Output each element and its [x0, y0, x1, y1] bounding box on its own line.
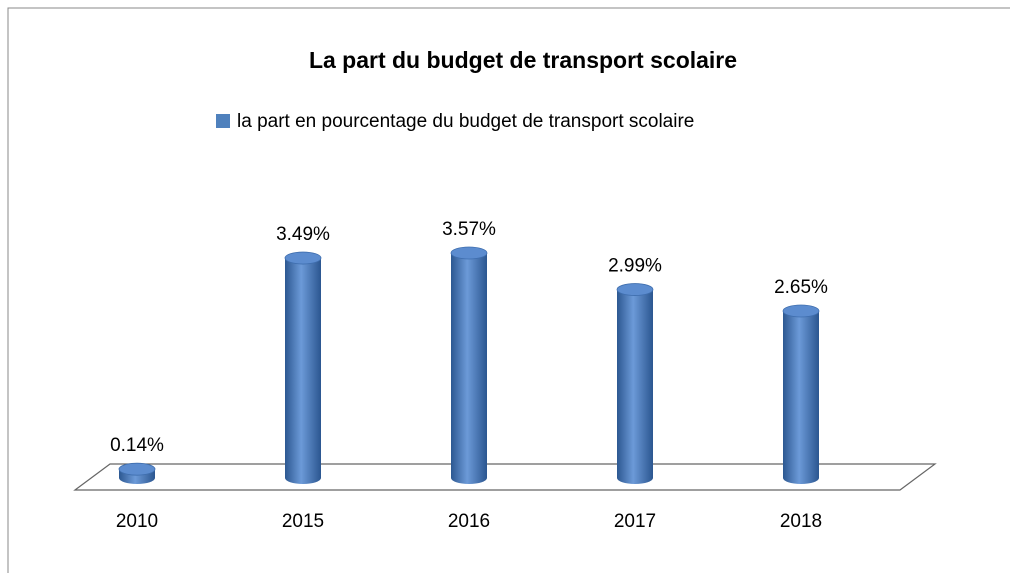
data-label: 3.49% [276, 224, 330, 245]
data-label: 2.99% [608, 256, 662, 277]
bar [783, 310, 819, 484]
data-label: 2.65% [774, 277, 828, 298]
x-tick-label: 2010 [116, 511, 158, 532]
data-label: 3.57% [442, 219, 496, 240]
bar [617, 289, 653, 484]
chart-title: La part du budget de transport scolaire [309, 47, 737, 73]
bar-top [284, 251, 322, 265]
x-tick-label: 2016 [448, 511, 490, 532]
x-tick-label: 2017 [614, 511, 656, 532]
bar-top [450, 246, 488, 260]
bar-top [118, 462, 156, 476]
chart-frame [7, 7, 1010, 573]
x-tick-label: 2015 [282, 511, 324, 532]
data-label: 0.14% [110, 435, 164, 456]
legend-label: la part en pourcentage du budget de tran… [237, 111, 694, 132]
bar [451, 253, 487, 484]
bar-top [616, 283, 654, 296]
bar-top [782, 304, 820, 318]
bar [285, 258, 321, 484]
legend-swatch [216, 114, 230, 128]
x-tick-label: 2018 [780, 511, 822, 532]
